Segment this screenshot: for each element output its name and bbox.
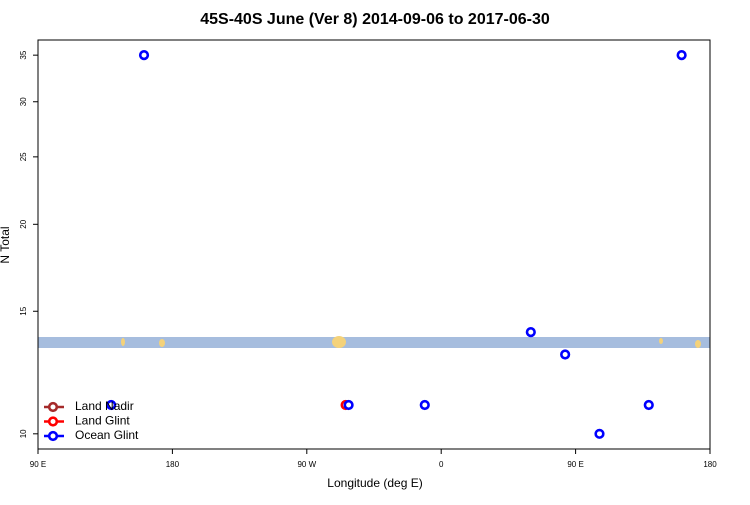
legend-marker [47, 401, 59, 413]
map-strip [38, 336, 710, 348]
legend-label: Land Glint [75, 414, 130, 428]
point [343, 399, 354, 411]
point [525, 327, 536, 338]
point [676, 50, 687, 61]
y-tick-label: 25 [19, 152, 28, 161]
point [594, 428, 605, 439]
x-tick-label: 180 [166, 460, 180, 469]
point [138, 50, 150, 61]
legend-marker [47, 430, 59, 442]
x-tick-label: 90 E [30, 460, 46, 469]
legend-marker [47, 416, 59, 427]
point [106, 399, 117, 411]
y-tick-label: 35 [19, 50, 28, 59]
y-tick-label: 20 [19, 219, 28, 228]
legend-label: Ocean Glint [75, 428, 139, 442]
chart-title: 45S-40S June (Ver 8) 2014-09-06 to 2017-… [200, 11, 550, 28]
point [560, 349, 571, 360]
y-tick-label: 10 [19, 429, 28, 438]
point [643, 399, 654, 411]
legend-label: Land Nadir [75, 399, 134, 413]
point [419, 399, 430, 411]
x-tick-label: 0 [439, 460, 444, 469]
y-tick-label: 30 [19, 97, 28, 106]
x-tick-label: 90 W [297, 460, 316, 469]
plot-frame [37, 39, 711, 450]
x-tick-label: 90 E [567, 460, 583, 469]
x-tick-label: 180 [703, 460, 717, 469]
y-tick-label: 15 [19, 306, 28, 315]
x-axis-label: Longitude (deg E) [327, 476, 422, 490]
y-axis-label: N Total [0, 226, 12, 263]
